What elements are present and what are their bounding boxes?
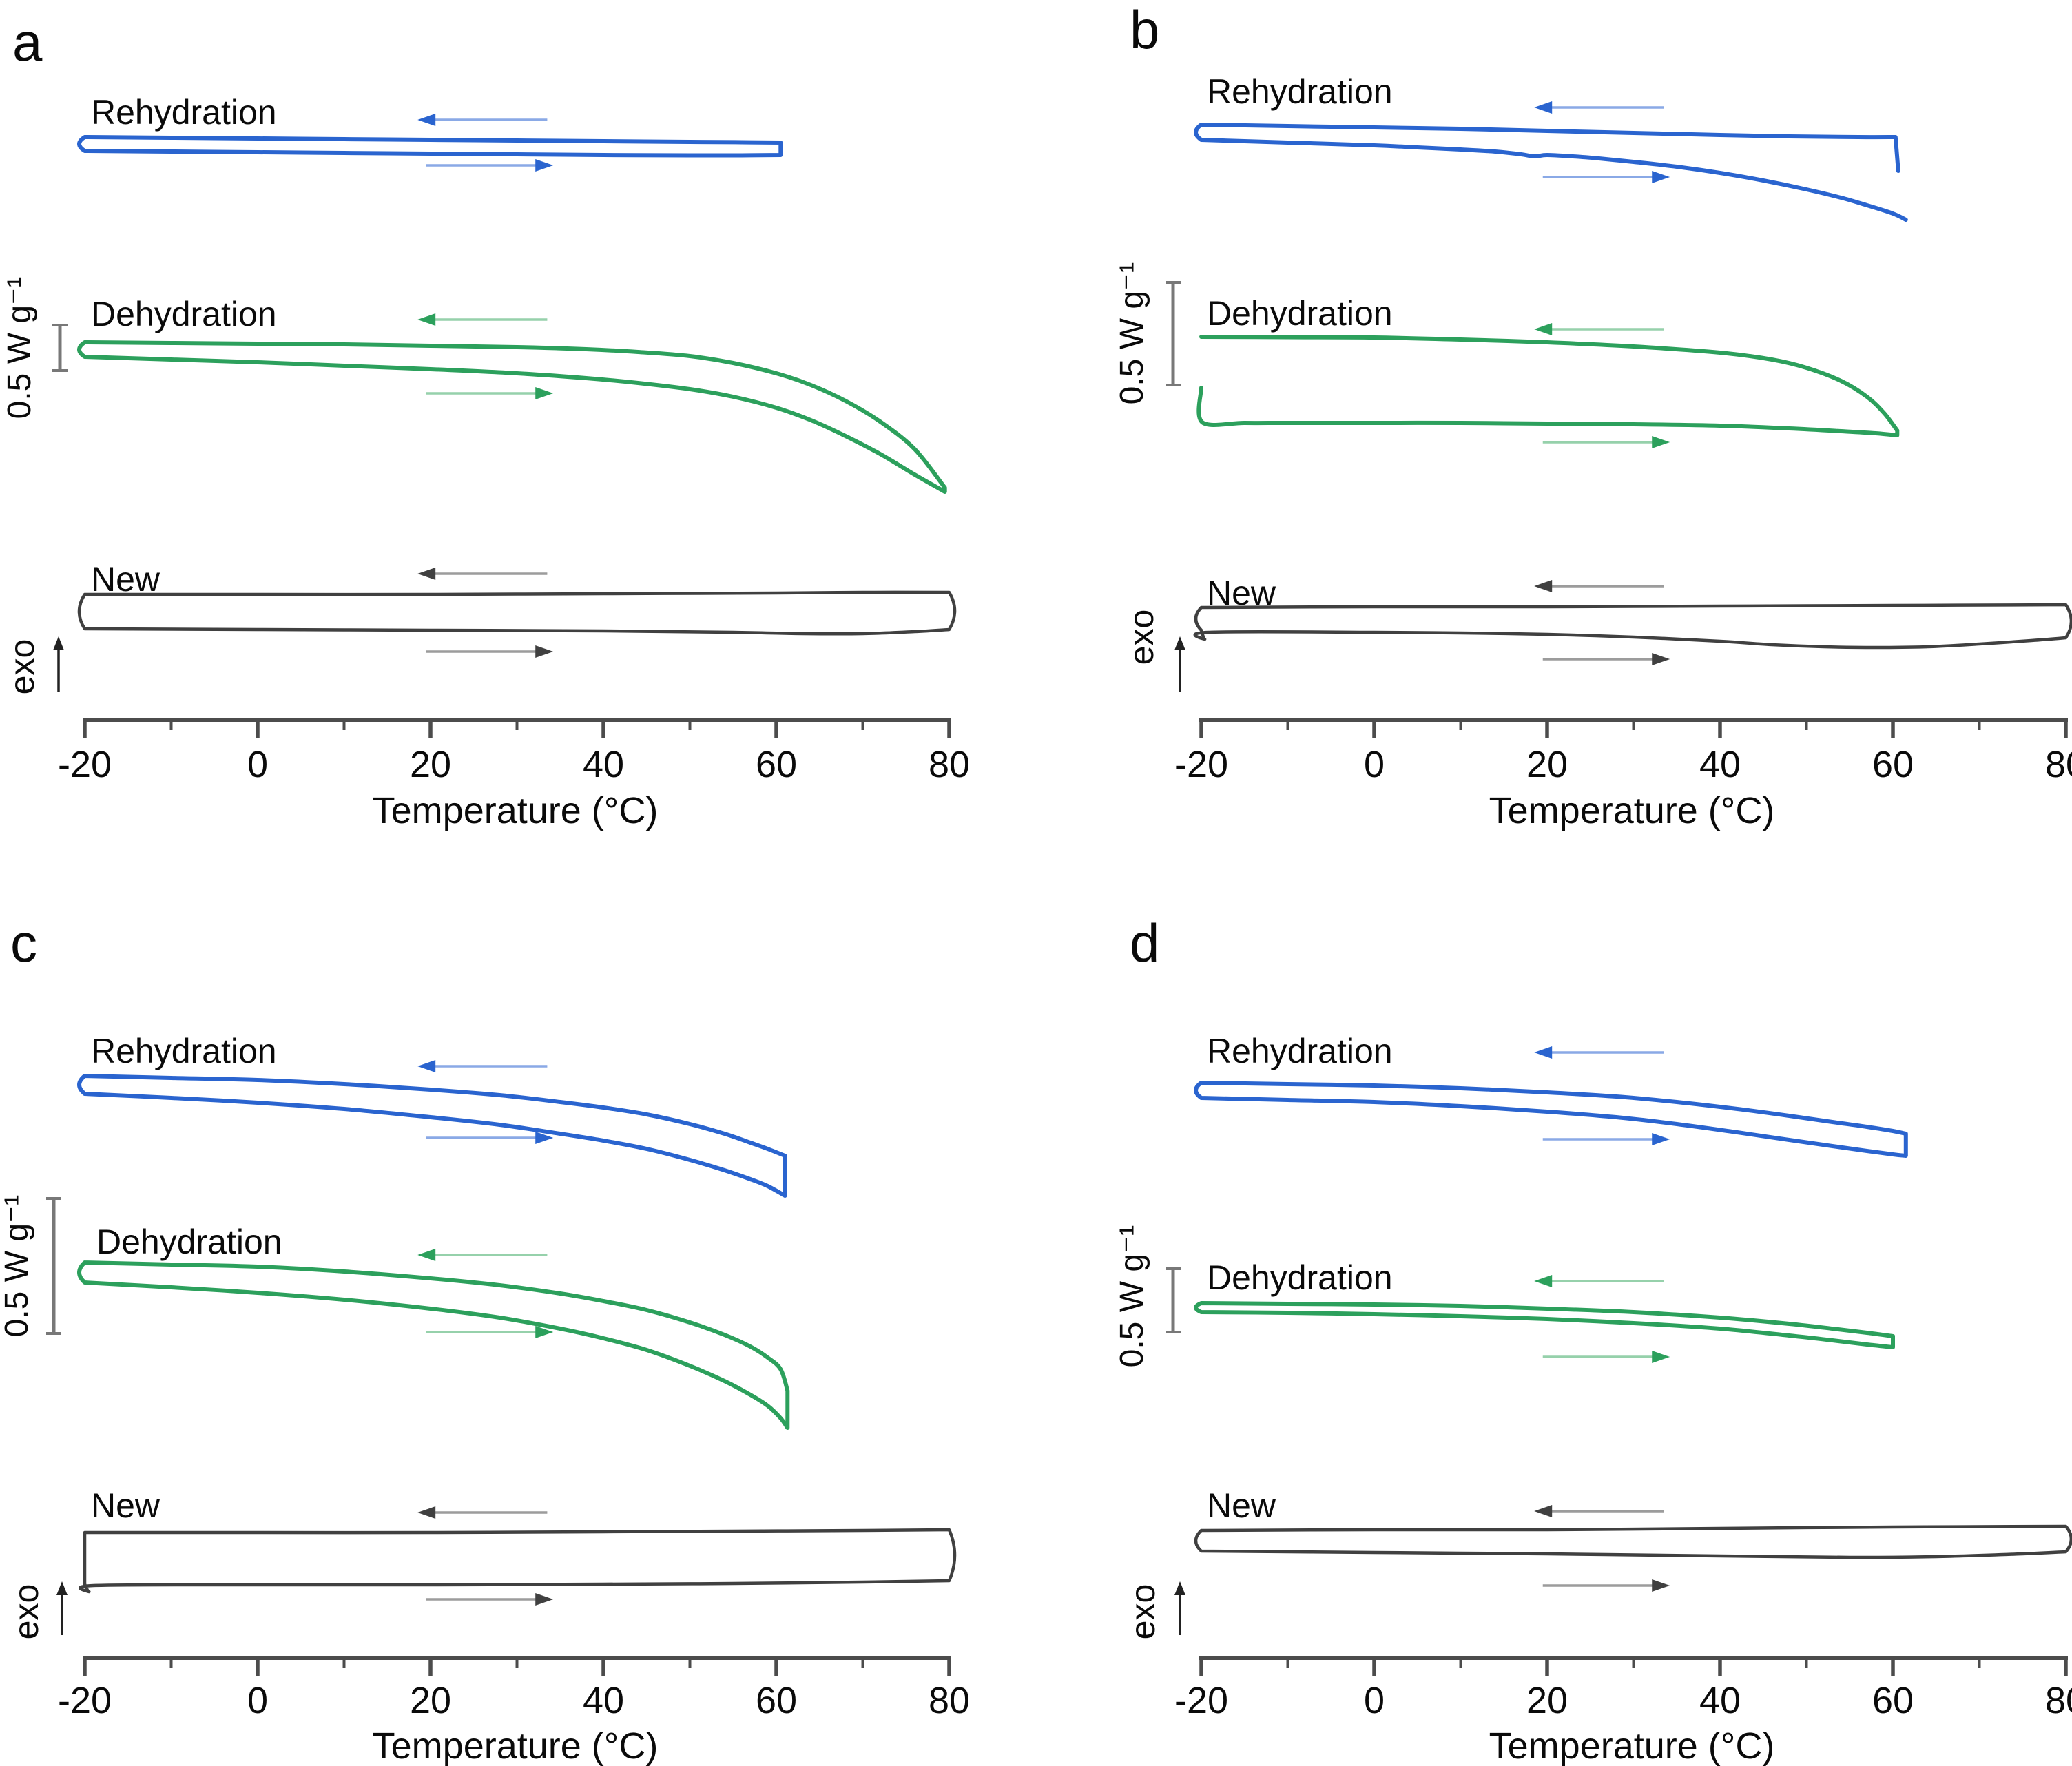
series-curve-dehydration xyxy=(1196,335,1900,437)
series-label-dehydration: Dehydration xyxy=(1207,1258,1393,1297)
panel-d-plot: d Rehydration Dehydration New 0.5 W g⁻¹ exo -2… xyxy=(1114,913,2072,1766)
heating-arrow-icon xyxy=(535,645,554,658)
cooling-arrow-icon xyxy=(1534,323,1553,335)
x-tick-label: 0 xyxy=(1364,1680,1385,1721)
x-tick-label: -20 xyxy=(1174,1680,1228,1721)
panel-letter: c xyxy=(10,913,37,973)
x-tick-label: 0 xyxy=(1364,744,1385,785)
heating-arrow-icon xyxy=(535,1326,554,1338)
x-tick-label: 60 xyxy=(756,1680,797,1721)
x-tick-label: 40 xyxy=(1699,1680,1741,1721)
cooling-arrow-icon xyxy=(417,1506,436,1519)
heating-arrow-icon xyxy=(1652,1579,1670,1592)
x-tick-label: 0 xyxy=(247,1680,268,1721)
y-scalebar-label: 0.5 W g⁻¹ xyxy=(1114,262,1150,405)
series-label-new: New xyxy=(1207,574,1276,612)
y-scalebar-label: 0.5 W g⁻¹ xyxy=(1,277,38,419)
series-curve-dehydration xyxy=(77,340,947,494)
x-tick-label: 40 xyxy=(583,744,624,785)
x-tick-label: 60 xyxy=(756,744,797,785)
cooling-arrow-icon xyxy=(1534,101,1553,114)
x-tick-label: -20 xyxy=(1174,744,1228,785)
x-tick-label: 0 xyxy=(247,744,268,785)
series-curve-rehydration xyxy=(77,1074,787,1198)
series-label-new: New xyxy=(1207,1486,1276,1525)
x-tick-label: 20 xyxy=(410,744,451,785)
x-tick-label: -20 xyxy=(58,1680,112,1721)
panel-letter: a xyxy=(12,12,43,72)
heating-arrow-icon xyxy=(1652,1133,1670,1145)
series-curve-new xyxy=(79,1528,957,1594)
exo-label: exo xyxy=(7,1584,45,1640)
x-axis-title: Temperature (°C) xyxy=(1489,1725,1775,1766)
x-tick-label: 80 xyxy=(2045,744,2072,785)
series-curve-new xyxy=(77,590,957,636)
x-tick-label: -20 xyxy=(58,744,112,785)
heating-arrow-icon xyxy=(535,159,554,172)
x-tick-label: 60 xyxy=(1872,744,1914,785)
y-scalebar-label: 0.5 W g⁻¹ xyxy=(0,1195,35,1338)
heating-arrow-icon xyxy=(535,387,554,399)
series-label-new: New xyxy=(91,560,160,599)
x-tick-label: 80 xyxy=(929,1680,970,1721)
x-axis-title: Temperature (°C) xyxy=(1489,790,1775,831)
x-tick-label: 40 xyxy=(583,1680,624,1721)
series-label-rehydration: Rehydration xyxy=(91,1032,277,1070)
exo-label: exo xyxy=(3,639,41,695)
cooling-arrow-icon xyxy=(417,313,436,326)
series-label-rehydration: Rehydration xyxy=(1207,72,1393,111)
cooling-arrow-icon xyxy=(1534,1505,1553,1517)
series-label-dehydration: Dehydration xyxy=(96,1223,282,1261)
series-curve-rehydration xyxy=(77,135,783,158)
exo-label: exo xyxy=(1123,1584,1162,1640)
heating-arrow-icon xyxy=(1652,653,1670,665)
y-scalebar-label: 0.5 W g⁻¹ xyxy=(1114,1225,1150,1368)
cooling-arrow-icon xyxy=(1534,580,1553,592)
cooling-arrow-icon xyxy=(1534,1046,1553,1059)
exo-label: exo xyxy=(1122,610,1161,665)
panel-a-plot: a Rehydration Dehydration New 0.5 W g⁻¹ exo -2… xyxy=(1,12,970,831)
x-axis-title: Temperature (°C) xyxy=(373,1725,659,1766)
series-label-rehydration: Rehydration xyxy=(91,93,277,132)
panel-letter: d xyxy=(1130,913,1159,973)
x-tick-label: 20 xyxy=(410,1680,451,1721)
panel-b-plot: b Rehydration Dehydration New 0.5 W g⁻¹ exo -2… xyxy=(1114,0,2072,831)
series-label-dehydration: Dehydration xyxy=(1207,294,1393,333)
exo-arrow-icon xyxy=(53,636,64,650)
heating-arrow-icon xyxy=(1652,436,1670,448)
series-curve-new xyxy=(1194,1524,2072,1559)
series-curve-new xyxy=(1193,603,2072,650)
heating-arrow-icon xyxy=(1652,171,1670,183)
series-curve-rehydration xyxy=(1194,123,1908,222)
exo-arrow-icon xyxy=(1174,1581,1185,1595)
series-curve-rehydration xyxy=(1199,123,1900,173)
heating-arrow-icon xyxy=(535,1132,554,1144)
series-label-dehydration: Dehydration xyxy=(91,295,277,333)
panel-c-plot: c Rehydration Dehydration New 0.5 W g⁻¹ exo -2… xyxy=(0,913,970,1766)
x-tick-label: 20 xyxy=(1526,744,1568,785)
x-tick-label: 80 xyxy=(929,744,970,785)
x-tick-label: 40 xyxy=(1699,744,1741,785)
panel-letter: b xyxy=(1130,0,1159,60)
x-tick-label: 60 xyxy=(1872,1680,1914,1721)
series-curve-dehydration xyxy=(77,1260,790,1430)
heating-arrow-icon xyxy=(535,1593,554,1606)
x-tick-label: 20 xyxy=(1526,1680,1568,1721)
heating-arrow-icon xyxy=(1652,1351,1670,1363)
series-label-new: New xyxy=(91,1486,160,1525)
series-label-rehydration: Rehydration xyxy=(1207,1032,1393,1070)
cooling-arrow-icon xyxy=(417,1060,436,1072)
series-curve-rehydration xyxy=(1194,1081,1908,1158)
cooling-arrow-icon xyxy=(417,568,436,580)
x-tick-label: 80 xyxy=(2045,1680,2072,1721)
exo-arrow-icon xyxy=(1174,636,1185,650)
x-axis-title: Temperature (°C) xyxy=(373,790,659,831)
cooling-arrow-icon xyxy=(1534,1275,1553,1287)
cooling-arrow-icon xyxy=(417,114,436,126)
cooling-arrow-icon xyxy=(417,1249,436,1261)
exo-arrow-icon xyxy=(56,1581,68,1595)
series-curve-dehydration xyxy=(1194,1301,1895,1349)
